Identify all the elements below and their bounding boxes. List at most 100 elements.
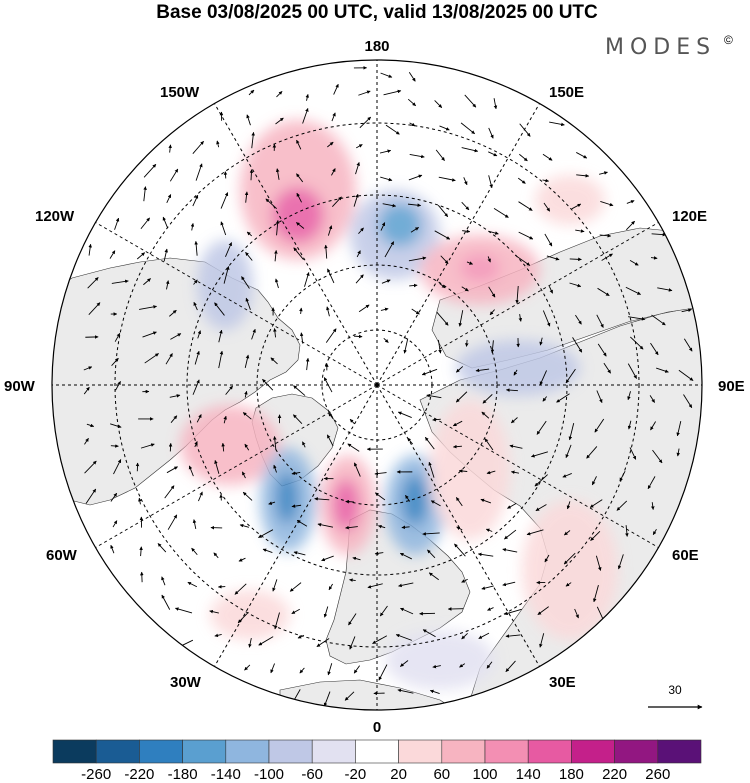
wind-vector xyxy=(650,502,655,510)
colorbar-tick-label: 140 xyxy=(516,766,541,783)
lon-label-30w: 30W xyxy=(170,674,202,691)
wind-vector xyxy=(484,438,494,451)
wind-vector xyxy=(519,123,531,137)
wind-vector xyxy=(401,525,410,530)
wind-vector xyxy=(539,633,545,648)
wind-vector xyxy=(274,612,280,630)
colorbar-swatch xyxy=(311,739,356,764)
wind-vector xyxy=(647,476,656,490)
anomaly-positive-siberia-core xyxy=(460,254,500,282)
wind-vector xyxy=(475,368,490,373)
wind-vector xyxy=(244,390,248,398)
wind-vector xyxy=(452,444,462,449)
wind-vector xyxy=(244,664,251,671)
wind-vector xyxy=(258,636,274,646)
wind-vector xyxy=(195,163,203,181)
vector-layer xyxy=(83,66,694,707)
wind-vector xyxy=(397,411,412,418)
wind-vector xyxy=(353,193,359,207)
wind-vector xyxy=(220,192,229,209)
wind-vector xyxy=(245,252,253,261)
wind-vector xyxy=(649,395,656,403)
wind-vector xyxy=(455,497,463,507)
colorbar-tick-label: -140 xyxy=(211,766,241,783)
wind-vector xyxy=(378,664,388,681)
wind-vector xyxy=(111,279,129,284)
wind-vector xyxy=(681,308,692,313)
meridian-line xyxy=(214,384,378,667)
wind-vector xyxy=(398,582,414,588)
wind-vector xyxy=(507,502,517,509)
wind-vector xyxy=(439,283,446,289)
wind-vector xyxy=(353,665,360,674)
wind-vector xyxy=(464,94,477,108)
wind-vector xyxy=(383,89,402,96)
wind-vector xyxy=(586,446,598,459)
wind-vector xyxy=(626,220,635,231)
wind-vector xyxy=(409,153,425,159)
wind-vector xyxy=(175,607,193,614)
wind-vector xyxy=(485,528,493,533)
wind-vector xyxy=(566,501,571,510)
wind-vector xyxy=(505,660,516,673)
wind-vector xyxy=(344,691,355,701)
wind-vector xyxy=(568,423,575,441)
meridian-line xyxy=(214,103,378,386)
colorbar-swatch xyxy=(484,739,529,764)
wind-vector xyxy=(86,423,95,428)
colorbar-swatch xyxy=(614,739,659,764)
wind-vector xyxy=(397,688,414,694)
wind-vector xyxy=(192,519,197,530)
wind-vector xyxy=(383,338,389,343)
map-disc xyxy=(52,60,702,710)
wind-vector xyxy=(493,208,509,218)
wind-vector xyxy=(216,140,220,148)
anomaly-positive-okhotsk xyxy=(535,175,605,225)
wind-vector xyxy=(299,307,303,315)
lon-label-90e: 90E xyxy=(718,378,745,395)
wind-vector xyxy=(166,466,178,474)
reference-vector-label: 30 xyxy=(668,683,682,697)
wind-vector xyxy=(505,634,521,638)
wind-vector xyxy=(575,229,585,233)
wind-vector xyxy=(509,444,523,449)
wind-vector xyxy=(438,176,456,182)
wind-vector xyxy=(563,552,576,565)
wind-vector xyxy=(486,661,493,669)
wind-vector xyxy=(374,471,387,476)
wind-vector xyxy=(214,302,225,316)
wind-vector xyxy=(437,339,442,354)
anomaly-negative-atlantic-core xyxy=(275,472,299,524)
wind-vector xyxy=(293,247,304,261)
colorbar-swatch xyxy=(398,739,443,764)
wind-vector xyxy=(432,664,441,669)
wind-vector xyxy=(466,261,474,265)
wind-vector xyxy=(458,310,464,327)
wind-vector xyxy=(323,691,331,707)
colorbar-tick-label: 20 xyxy=(390,766,407,783)
wind-vector xyxy=(627,363,638,379)
wind-vector xyxy=(234,583,247,595)
wind-vector xyxy=(367,583,383,589)
wind-vector xyxy=(110,544,115,554)
wind-vector xyxy=(374,551,384,556)
wind-vector xyxy=(426,393,442,399)
wind-vector xyxy=(405,495,411,502)
anomaly-positive-atlantic-south xyxy=(210,590,290,640)
wind-vector xyxy=(486,470,496,475)
wind-vector xyxy=(504,608,522,616)
wind-vector xyxy=(314,497,330,501)
wind-vector xyxy=(403,338,409,354)
wind-vector xyxy=(333,83,339,95)
wind-vector xyxy=(265,198,278,210)
wind-vector xyxy=(379,149,392,154)
wind-vector xyxy=(627,391,631,401)
wind-vector xyxy=(478,632,490,639)
wind-vector xyxy=(245,297,251,310)
wind-vector xyxy=(355,274,364,284)
wind-vector xyxy=(531,451,549,458)
anomaly-negative-alaska xyxy=(197,240,253,330)
wind-vector xyxy=(421,368,438,376)
wind-vector xyxy=(594,418,605,433)
